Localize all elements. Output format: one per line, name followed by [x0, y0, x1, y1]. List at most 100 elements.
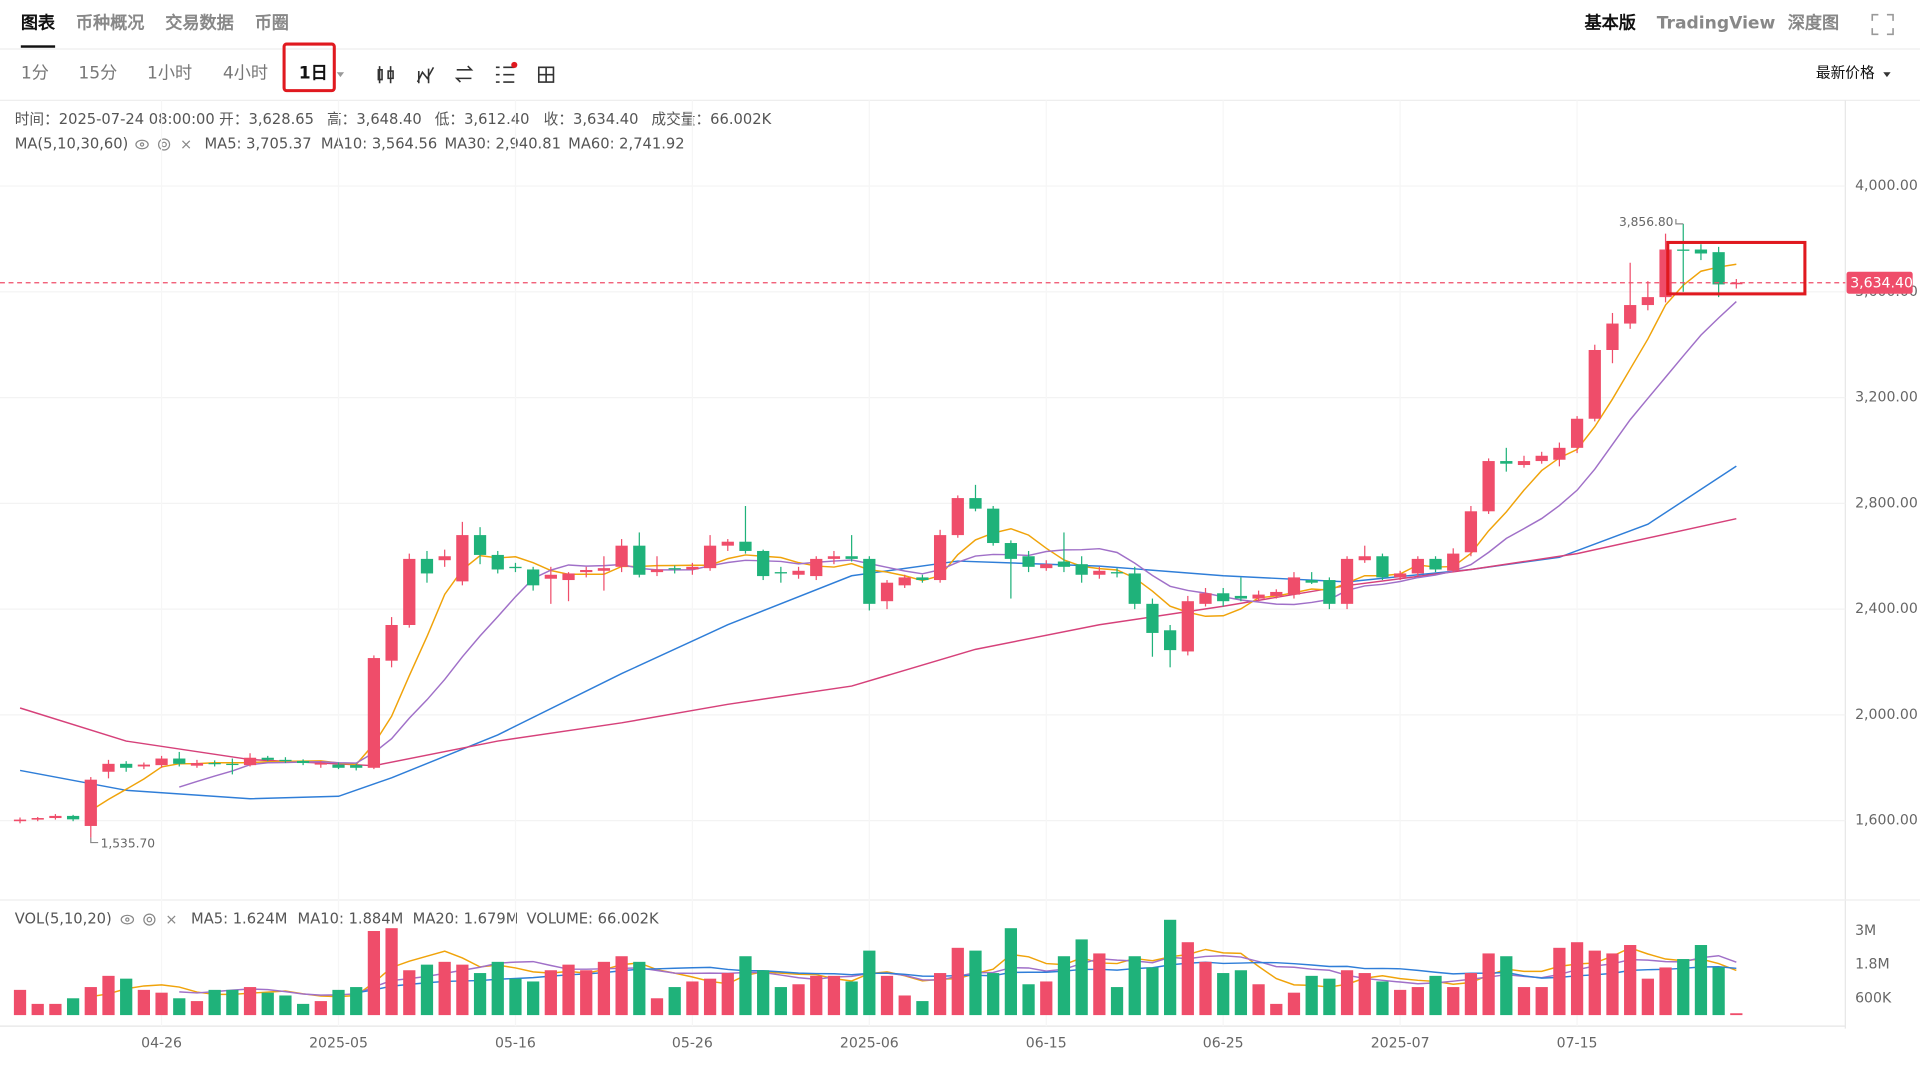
ma-legend: MA10: 3,564.56 [321, 135, 437, 152]
mode-button[interactable]: 基本版 [1584, 12, 1636, 33]
candle-body [261, 757, 274, 760]
interval-active[interactable]: 1日 [299, 63, 328, 83]
candle-body [155, 758, 168, 766]
interval[interactable]: 4小时 [223, 63, 268, 83]
candle-body [1429, 558, 1442, 570]
x-tick-label: 07-15 [1557, 1035, 1598, 1051]
candle-body [1517, 461, 1531, 466]
volume-bar [1394, 989, 1407, 1016]
volume-bar [226, 989, 239, 1016]
volume-bar [208, 989, 221, 1016]
volume-bar [933, 973, 947, 1016]
volume-bar [403, 970, 416, 1016]
candle-body [1305, 580, 1318, 583]
volume-bar [987, 973, 1000, 1016]
candle-body [1040, 564, 1053, 569]
candle-body [473, 535, 487, 555]
interval[interactable]: 1分 [21, 63, 49, 83]
fullscreen-icon[interactable] [1871, 13, 1894, 36]
candle-body [1022, 556, 1035, 567]
candle-body [1464, 511, 1478, 553]
tab[interactable]: 币种概况 [76, 12, 145, 33]
candle-body [1570, 418, 1584, 448]
volume-bar [1004, 928, 1017, 1016]
interval[interactable]: 1小时 [147, 63, 192, 83]
vol-ma-line [90, 947, 1737, 998]
tab[interactable]: 交易数据 [165, 12, 234, 33]
candle-body [1730, 282, 1743, 285]
volume-bar [686, 981, 699, 1016]
y-tick-label: 2,400.00 [1855, 601, 1918, 617]
volume-bar [350, 987, 363, 1016]
volume-bar [332, 989, 345, 1016]
volume-bar [916, 1001, 929, 1016]
volume-bar [1482, 953, 1495, 1016]
tab[interactable]: 币圈 [255, 13, 289, 33]
settings-icon[interactable] [537, 66, 555, 83]
highlight-box [282, 42, 336, 93]
volume-bar [898, 995, 911, 1016]
candle-icon[interactable] [377, 66, 394, 84]
tab-underline [20, 45, 56, 48]
volume-bar [102, 975, 115, 1016]
price-mode[interactable]: 最新价格 [1816, 64, 1875, 81]
candle-body [1234, 595, 1248, 599]
volume-bar [880, 975, 894, 1016]
candle-body [1553, 447, 1566, 460]
candle-body [1323, 580, 1336, 604]
last-price-box [1846, 271, 1913, 294]
candle-body [279, 759, 292, 762]
candle-body [13, 819, 27, 822]
highlight-box [1666, 240, 1807, 296]
dropdown-arrow[interactable] [1883, 72, 1891, 78]
candle-body [933, 535, 947, 581]
interval[interactable]: 15分 [78, 63, 117, 83]
volume-bar [1199, 961, 1212, 1016]
volume-bar [757, 970, 770, 1016]
vol-legend: MA20: 1.679M [413, 911, 519, 928]
volume-bar [1429, 975, 1442, 1016]
candle-body [1217, 593, 1230, 602]
volume-bar [49, 1003, 62, 1016]
list-icon[interactable] [495, 66, 515, 83]
candle-body [1199, 593, 1212, 604]
info: 高：3,648.40 [327, 111, 422, 128]
candle-body [1641, 297, 1654, 306]
candle-body [1128, 573, 1141, 604]
candle-body [1659, 249, 1672, 298]
mode-button[interactable]: TradingView [1657, 13, 1776, 33]
candle-body [1181, 601, 1194, 652]
legend-icons[interactable] [120, 913, 176, 926]
candle-body [703, 545, 717, 569]
candle-body [367, 658, 381, 768]
volume-bar [615, 956, 628, 1016]
candle-body [1712, 252, 1725, 285]
high-annotation: 3,856.80 [1619, 215, 1673, 229]
volume-bar [1553, 947, 1566, 1016]
notice-dot [511, 61, 518, 68]
candle-body [226, 763, 239, 766]
dropdown-arrow[interactable] [336, 72, 345, 78]
compare-icon[interactable] [454, 65, 474, 83]
indicator-icon[interactable] [416, 66, 435, 84]
volume-bar [155, 992, 168, 1016]
volume-bar [792, 984, 805, 1016]
volume-bar [1588, 950, 1601, 1016]
volume-bar [1500, 956, 1513, 1016]
volume-bar [279, 995, 292, 1016]
info: 开：3,628.65 [219, 111, 314, 128]
volume-bar [721, 973, 734, 1016]
volume-bar [137, 989, 150, 1016]
high-pointer [1675, 219, 1684, 225]
candle-body [792, 570, 805, 575]
volume-bar [1040, 981, 1053, 1016]
tab[interactable]: 图表 [21, 12, 56, 33]
legend-icons[interactable] [135, 138, 191, 151]
candle-body [1677, 249, 1690, 251]
volume-bar [1376, 981, 1389, 1016]
mode-button[interactable]: 深度图 [1788, 12, 1839, 33]
candle-body [1093, 570, 1106, 575]
x-tick-label: 04-26 [141, 1035, 182, 1051]
candle-body [509, 566, 522, 569]
candle-body [49, 815, 62, 819]
